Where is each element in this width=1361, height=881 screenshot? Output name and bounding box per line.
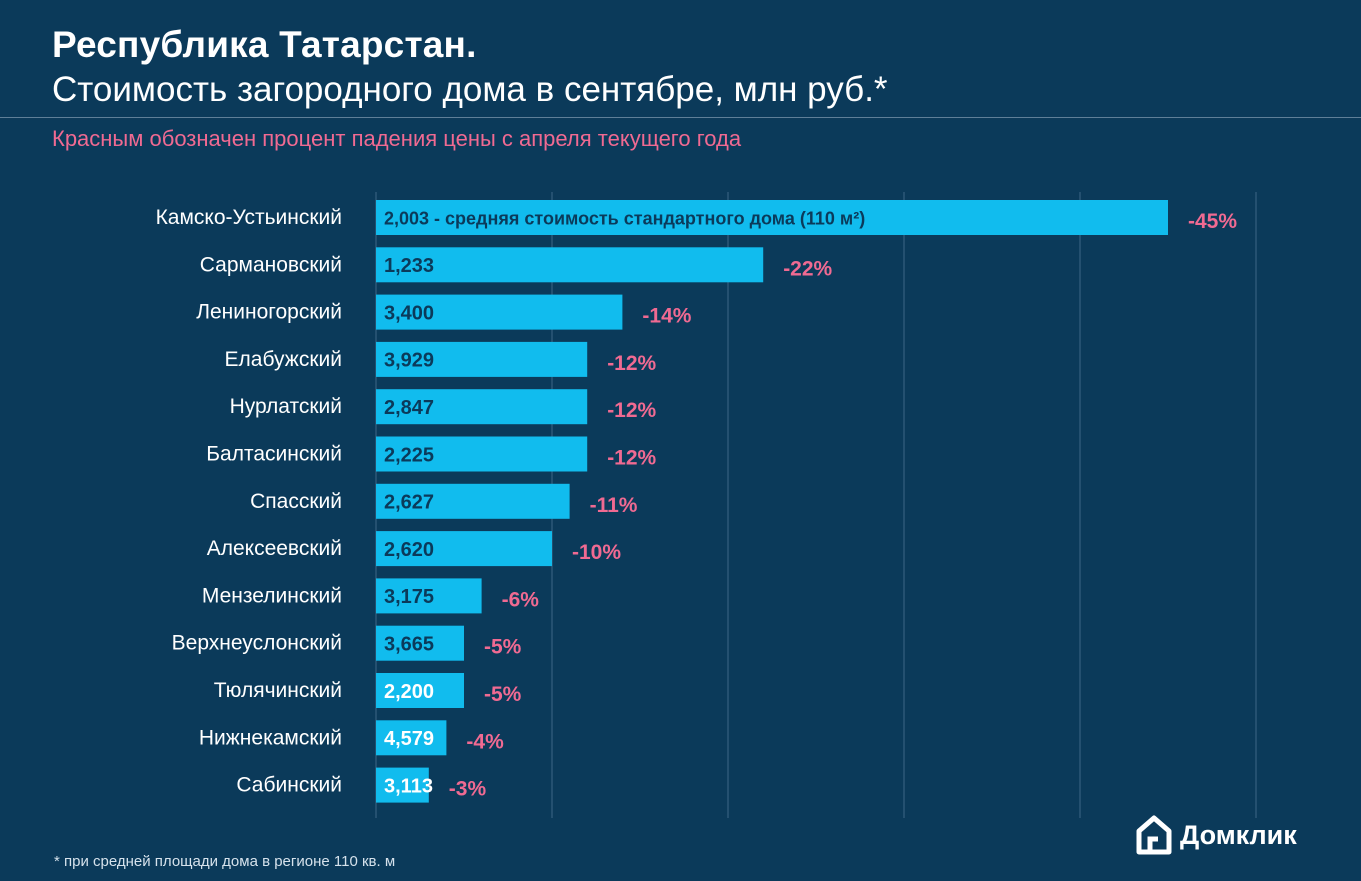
price-label: 3,665 <box>384 633 434 655</box>
bar <box>376 436 588 472</box>
price-label: 2,200 <box>384 681 434 703</box>
bar <box>376 247 764 283</box>
category-label: Сармановский <box>200 253 342 276</box>
drop-label: -12% <box>607 399 656 422</box>
category-label: Тюлячинский <box>214 679 342 702</box>
drop-label: -4% <box>466 730 504 753</box>
header-divider <box>0 117 1361 118</box>
bar <box>376 200 1168 235</box>
bar <box>376 483 570 519</box>
bar <box>376 389 588 425</box>
category-label: Балтасинский <box>206 443 342 466</box>
price-label: 3,113 <box>384 775 433 797</box>
drop-label: -5% <box>484 683 522 706</box>
brand-name: Домклик <box>1180 819 1297 850</box>
chart-subtitle: Стоимость загородного дома в сентябре, м… <box>52 70 888 109</box>
category-label: Сабинский <box>236 774 342 797</box>
house-icon <box>1136 815 1172 855</box>
drop-label: -22% <box>783 257 832 280</box>
bar <box>376 341 588 377</box>
footnote: * при средней площади дома в регионе 110… <box>54 853 396 870</box>
bar <box>376 294 623 330</box>
price-label: 1,233 <box>384 255 434 277</box>
category-label: Верхнеуслонский <box>172 632 342 655</box>
price-label: 4,579 <box>384 728 434 750</box>
brand-logo: Домклик <box>1136 815 1297 855</box>
price-label: 2,627 <box>384 492 434 514</box>
chart-note: Красным обозначен процент падения цены с… <box>52 126 742 151</box>
category-label: Елабужский <box>225 348 342 371</box>
drop-label: -10% <box>572 541 621 564</box>
bar <box>376 720 447 756</box>
category-label: Нурлатский <box>230 395 342 418</box>
category-label: Алексеевский <box>207 537 342 560</box>
category-label: Спасский <box>250 490 342 513</box>
price-label: 3,175 <box>384 586 434 608</box>
chart-title: Республика Татарстан. <box>52 24 477 65</box>
price-label: 2,225 <box>384 444 434 466</box>
drop-label: -6% <box>502 588 540 611</box>
price-label: 2,847 <box>384 397 434 419</box>
drop-label: -5% <box>484 636 522 659</box>
drop-label: -14% <box>642 305 691 328</box>
category-label: Камско-Устьинский <box>156 206 342 229</box>
drop-label: -12% <box>607 352 656 375</box>
category-label: Нижнекамский <box>199 726 342 749</box>
category-label: Мензелинский <box>202 584 342 607</box>
price-label: 2,003 - средняя стоимость стандартного д… <box>384 208 865 228</box>
bar <box>376 578 482 614</box>
bars: Камско-Устьинский 2,003 - средняя стоимос… <box>156 200 1237 803</box>
price-label: 3,400 <box>384 302 434 324</box>
category-label: Лениногорский <box>196 301 342 324</box>
drop-label: -12% <box>607 447 656 470</box>
drop-label: -3% <box>449 778 487 801</box>
price-label: 2,620 <box>384 539 434 561</box>
bar <box>376 531 552 567</box>
bar <box>376 673 464 708</box>
bar <box>376 625 464 661</box>
bar <box>376 767 429 803</box>
drop-label: -11% <box>590 494 638 517</box>
drop-label: -45% <box>1188 210 1237 233</box>
price-label: 3,929 <box>384 350 434 372</box>
